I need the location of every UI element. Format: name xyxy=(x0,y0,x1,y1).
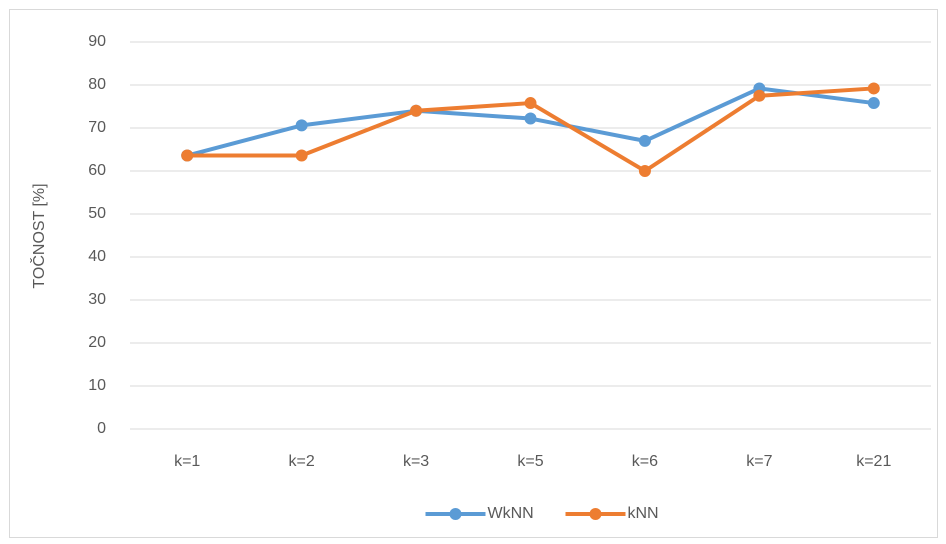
y-tick-label: 20 xyxy=(88,334,106,351)
x-tick-label: k=6 xyxy=(632,453,658,470)
marker xyxy=(410,104,423,117)
marker xyxy=(524,112,537,125)
y-tick-label: 10 xyxy=(88,377,106,394)
x-tick-label: k=7 xyxy=(746,453,772,470)
marker xyxy=(867,82,880,95)
x-tick-label: k=3 xyxy=(403,453,429,470)
legend-marker xyxy=(449,508,462,520)
marker xyxy=(753,89,766,102)
y-tick-label: 0 xyxy=(97,420,106,437)
marker xyxy=(524,97,537,110)
y-tick-label: 80 xyxy=(88,76,106,93)
y-tick-label: 60 xyxy=(88,162,106,179)
y-tick-label: 50 xyxy=(88,205,106,222)
x-tick-label: k=2 xyxy=(289,453,315,470)
marker xyxy=(867,97,880,110)
marker xyxy=(638,134,651,147)
marker xyxy=(181,149,194,162)
chart-border xyxy=(9,9,938,538)
y-tick-label: 90 xyxy=(88,33,106,50)
marker xyxy=(295,149,308,162)
x-tick-label: k=21 xyxy=(856,453,891,470)
y-tick-label: 70 xyxy=(88,119,106,136)
legend-label: WkNN xyxy=(488,505,534,522)
x-tick-label: k=5 xyxy=(517,453,543,470)
marker xyxy=(295,119,308,132)
x-tick-label: k=1 xyxy=(174,453,200,470)
legend-marker xyxy=(589,508,602,520)
y-axis-title: TOČNOST [%] xyxy=(29,183,48,288)
marker xyxy=(638,165,651,177)
legend-label: kNN xyxy=(628,505,659,522)
y-tick-label: 40 xyxy=(88,248,106,265)
y-tick-label: 30 xyxy=(88,291,106,308)
